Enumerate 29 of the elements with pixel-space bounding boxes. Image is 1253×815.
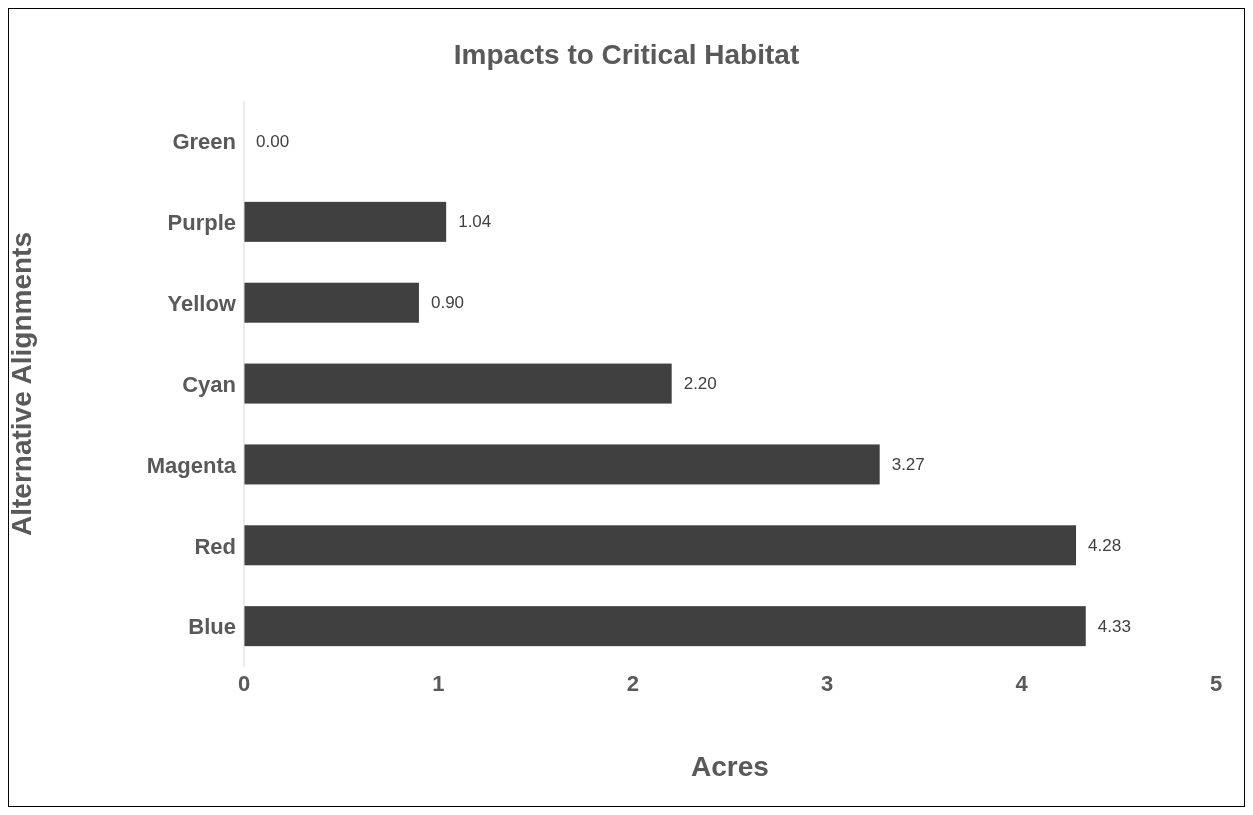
x-tick-label: 0 <box>237 670 251 696</box>
y-tick-label: Green <box>172 129 236 155</box>
bar <box>244 525 1077 566</box>
data-label: 0.90 <box>430 293 465 313</box>
y-tick-label: Purple <box>167 210 236 236</box>
data-label: 2.20 <box>683 374 717 394</box>
bar <box>244 201 447 242</box>
x-tick-label: 5 <box>1209 670 1223 696</box>
y-tick-label: Magenta <box>146 452 237 478</box>
data-label: 3.27 <box>891 454 925 474</box>
x-tick-label: 3 <box>821 670 834 696</box>
bar <box>244 444 880 485</box>
x-tick-label: 1 <box>432 670 445 696</box>
y-tick-label: Yellow <box>167 290 237 316</box>
x-tick-label: 2 <box>626 670 639 696</box>
bar <box>244 363 672 404</box>
data-label: 0.00 <box>256 131 290 151</box>
y-axis-title: Alternative Alignments <box>5 232 37 536</box>
y-tick-label: Blue <box>188 614 236 640</box>
x-tick-label: 4 <box>1015 670 1029 696</box>
bar <box>244 282 419 323</box>
y-tick-label: Cyan <box>182 371 236 397</box>
x-axis-title: Acres <box>691 751 769 782</box>
chart-title: Impacts to Critical Habitat <box>452 39 801 71</box>
data-label: 4.33 <box>1097 616 1131 636</box>
data-label: 1.04 <box>458 212 492 232</box>
y-tick-label: Red <box>194 533 236 559</box>
bar <box>244 606 1086 647</box>
data-label: 4.28 <box>1088 535 1122 555</box>
